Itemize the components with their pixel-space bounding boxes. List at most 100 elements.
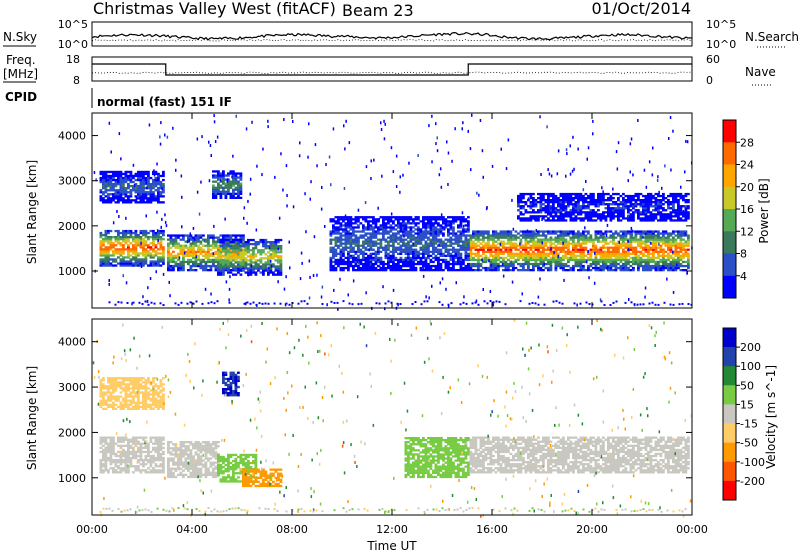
heatmap-cell (484, 258, 488, 262)
heatmap-cell (137, 172, 140, 176)
heatmap-cell (624, 269, 628, 272)
heatmap-cell (337, 240, 340, 243)
heatmap-cell (597, 266, 600, 270)
heatmap-cell (217, 238, 220, 242)
heatmap-cell (114, 236, 118, 239)
heatmap-cell (502, 250, 505, 253)
heatmap-cell (474, 252, 478, 255)
heatmap-cell (667, 258, 670, 262)
heatmap-cell (452, 226, 455, 229)
heatmap-cell (162, 172, 165, 176)
heatmap-cell (562, 234, 565, 237)
heatmap-cell (154, 244, 158, 247)
heatmap-cell (584, 254, 588, 257)
heatmap-cell (529, 207, 533, 210)
heatmap-cell (589, 258, 593, 262)
heatmap-cell (587, 269, 590, 272)
heatmap-cell (134, 178, 138, 182)
heatmap-cell (377, 206, 379, 210)
heatmap-cell (439, 242, 443, 245)
heatmap-cell (577, 238, 580, 241)
heatmap-cell (227, 271, 230, 274)
heatmap-cell (549, 240, 553, 243)
heatmap-cell (539, 252, 543, 255)
heatmap-cell (679, 232, 683, 235)
heatmap-cell (207, 236, 210, 239)
heatmap-cell (497, 248, 500, 251)
heatmap-cell (229, 253, 233, 256)
heatmap-cell (507, 269, 510, 272)
heatmap-cell (487, 250, 490, 253)
heatmap-cell (142, 195, 145, 198)
heatmap-cell (349, 234, 353, 237)
heatmap-cell (129, 236, 133, 239)
heatmap-cell (499, 256, 503, 260)
heatmap-cell (179, 246, 183, 249)
heatmap-cell (659, 248, 663, 251)
heatmap-cell (412, 252, 415, 255)
heatmap-cell (404, 216, 408, 219)
heatmap-cell (234, 234, 238, 237)
heatmap-cell (239, 172, 243, 175)
heatmap-cell (187, 234, 190, 237)
heatmap-cell (627, 201, 630, 204)
heatmap-cell (614, 242, 618, 245)
heatmap-cell (174, 260, 178, 264)
heatmap-cell (647, 230, 650, 233)
heatmap-cell (664, 238, 668, 241)
heatmap-cell (372, 269, 375, 272)
heatmap-cell (522, 234, 525, 237)
heatmap-cell (362, 242, 365, 245)
heatmap-cell (607, 250, 610, 253)
heatmap-cell (579, 209, 583, 212)
heatmap-cell (274, 247, 278, 250)
heatmap-cell (647, 240, 650, 243)
heatmap-cell (107, 195, 110, 198)
heatmap-cell (204, 244, 208, 247)
heatmap-cell (572, 238, 575, 241)
heatmap-cell (657, 213, 660, 216)
heatmap-cell (357, 224, 360, 227)
heatmap-cell (562, 266, 565, 270)
heatmap-cell (102, 242, 105, 245)
heatmap-cell (359, 234, 363, 237)
heatmap-cell (174, 264, 178, 268)
heatmap-cell (334, 230, 338, 233)
heatmap-cell (487, 240, 490, 243)
heatmap-cell (404, 246, 408, 249)
heatmap-cell (277, 257, 280, 260)
heatmap-cell (194, 240, 198, 243)
heatmap-cell (607, 192, 610, 196)
heatmap-cell (494, 240, 498, 243)
heatmap-cell (104, 256, 108, 259)
heatmap-cell (343, 124, 345, 128)
heatmap-cell (622, 211, 625, 214)
heatmap-cell (567, 205, 570, 208)
heatmap-cell (139, 189, 143, 192)
heatmap-cell (444, 260, 448, 264)
heatmap-cell (409, 244, 413, 247)
heatmap-cell (539, 250, 543, 253)
heatmap-cell (104, 254, 108, 257)
heatmap-cell (109, 178, 113, 182)
heatmap-cell (594, 258, 598, 262)
heatmap-cell (237, 180, 240, 183)
heatmap-cell (129, 199, 133, 202)
heatmap-cell (109, 197, 113, 200)
heatmap-cell (159, 242, 163, 245)
heatmap-cell (532, 266, 535, 270)
heatmap-cell (242, 240, 245, 243)
heatmap-cell (212, 254, 215, 257)
heatmap-cell (200, 180, 202, 184)
heatmap-cell (464, 242, 468, 245)
heatmap-cell (379, 216, 383, 219)
heatmap-cell (349, 238, 353, 241)
heatmap-cell (464, 254, 468, 257)
heatmap-cell (432, 240, 435, 243)
heatmap-cell (339, 224, 343, 227)
heatmap-cell (562, 201, 565, 204)
heatmap-cell (614, 211, 618, 214)
heatmap-cell (542, 254, 545, 257)
heatmap-cell (124, 234, 128, 237)
heatmap-cell (352, 254, 355, 257)
